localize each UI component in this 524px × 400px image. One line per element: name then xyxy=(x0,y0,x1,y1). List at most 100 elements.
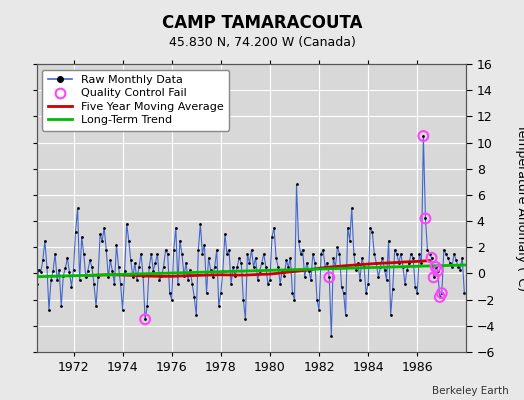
Point xyxy=(266,277,274,283)
Point xyxy=(380,266,389,273)
Point xyxy=(80,251,88,257)
Point xyxy=(30,268,39,274)
Point xyxy=(286,254,294,261)
Point xyxy=(209,274,217,280)
Point xyxy=(378,254,387,261)
Point xyxy=(456,266,464,273)
Point xyxy=(196,220,204,227)
Point xyxy=(153,251,161,257)
Point xyxy=(198,251,206,257)
Point xyxy=(216,290,225,296)
Y-axis label: Temperature Anomaly (°C): Temperature Anomaly (°C) xyxy=(515,124,524,292)
Point xyxy=(259,251,268,257)
Point xyxy=(149,268,158,274)
Point xyxy=(438,290,446,296)
Point xyxy=(388,286,397,292)
Point xyxy=(147,251,156,257)
Point xyxy=(22,264,30,270)
Point xyxy=(106,257,115,264)
Point xyxy=(130,260,139,266)
Point xyxy=(108,268,116,274)
Point xyxy=(173,281,182,287)
Point xyxy=(347,205,356,211)
Point xyxy=(47,277,55,283)
Point xyxy=(235,254,244,261)
Point xyxy=(276,281,285,287)
Point xyxy=(352,266,360,273)
Point xyxy=(360,264,368,270)
Point xyxy=(225,247,233,253)
Point xyxy=(299,247,307,253)
Point xyxy=(227,281,235,287)
Point xyxy=(444,254,452,261)
Point xyxy=(385,238,393,244)
Point xyxy=(55,266,63,273)
Point xyxy=(245,260,254,266)
Point xyxy=(435,294,444,300)
Point xyxy=(356,277,364,283)
Point xyxy=(313,296,321,303)
Point xyxy=(261,264,270,270)
Point xyxy=(442,251,450,257)
Point xyxy=(194,247,202,253)
Point xyxy=(141,316,149,322)
Point xyxy=(423,247,432,253)
Point xyxy=(94,274,102,280)
Point xyxy=(319,247,328,253)
Point xyxy=(301,274,309,280)
Point xyxy=(460,290,468,296)
Point xyxy=(71,228,80,235)
Point xyxy=(200,242,209,248)
Point xyxy=(90,281,98,287)
Point xyxy=(215,303,223,309)
Point xyxy=(395,260,403,266)
Point xyxy=(345,238,354,244)
Point xyxy=(333,244,342,250)
Point xyxy=(435,294,444,300)
Point xyxy=(280,273,288,279)
Point xyxy=(188,281,196,287)
Point xyxy=(294,238,303,244)
Point xyxy=(233,264,242,270)
Point xyxy=(337,283,346,290)
Point xyxy=(387,312,395,318)
Point xyxy=(249,264,258,270)
Point xyxy=(270,224,278,231)
Legend: Raw Monthly Data, Quality Control Fail, Five Year Moving Average, Long-Term Tren: Raw Monthly Data, Quality Control Fail, … xyxy=(42,70,230,131)
Point xyxy=(82,274,90,280)
Point xyxy=(325,274,333,280)
Point xyxy=(26,274,35,280)
Point xyxy=(350,251,358,257)
Point xyxy=(190,294,199,300)
Point xyxy=(202,290,211,296)
Point xyxy=(438,290,446,296)
Point xyxy=(411,283,419,290)
Point xyxy=(302,260,311,266)
Point xyxy=(57,303,66,309)
Point xyxy=(141,316,149,322)
Point xyxy=(168,296,176,303)
Point xyxy=(84,268,92,274)
Point xyxy=(88,264,96,270)
Point xyxy=(344,224,352,231)
Point xyxy=(264,281,272,287)
Point xyxy=(421,215,430,222)
Point xyxy=(430,274,438,280)
Point xyxy=(409,254,417,261)
Point xyxy=(204,254,213,261)
Point xyxy=(431,264,440,270)
Point xyxy=(127,257,135,264)
Point xyxy=(166,290,174,296)
Point xyxy=(340,290,348,296)
Point xyxy=(37,269,45,275)
Point xyxy=(241,316,249,322)
Point xyxy=(32,281,41,287)
Point xyxy=(433,268,442,274)
Point xyxy=(376,264,385,270)
Point xyxy=(403,266,411,273)
Point xyxy=(133,277,141,283)
Point xyxy=(118,307,127,313)
Point xyxy=(219,268,227,274)
Point xyxy=(364,281,373,287)
Point xyxy=(139,273,147,279)
